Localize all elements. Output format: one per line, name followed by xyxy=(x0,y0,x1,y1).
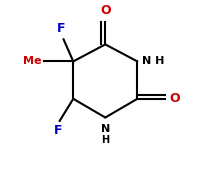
Text: Me: Me xyxy=(23,56,41,66)
Text: N H: N H xyxy=(142,56,164,66)
Text: F: F xyxy=(53,124,62,137)
Text: F: F xyxy=(57,22,66,35)
Text: H: H xyxy=(101,135,109,145)
Text: O: O xyxy=(169,92,180,105)
Text: N: N xyxy=(101,124,110,134)
Text: O: O xyxy=(100,4,111,17)
